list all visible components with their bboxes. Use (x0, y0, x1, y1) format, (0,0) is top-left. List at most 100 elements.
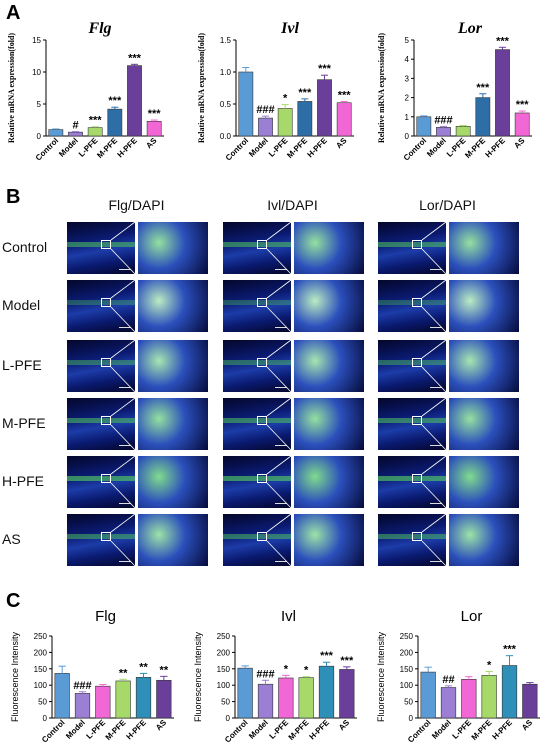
micrograph-zoom (449, 398, 519, 450)
y-tick-label: 150 (34, 665, 48, 674)
zoom-region-box (257, 532, 267, 541)
micrograph-zoom (138, 456, 208, 508)
zoom-region-box (257, 416, 267, 425)
significance-label: *** (516, 99, 530, 111)
connector-line (421, 248, 447, 275)
scale-bar (430, 503, 442, 504)
bar-as (522, 683, 538, 719)
row-label: M-PFE (2, 415, 46, 431)
scale-bar (430, 269, 442, 270)
zoom-region-box (412, 358, 422, 367)
zoom-region-box (257, 358, 267, 367)
micrograph-zoom (294, 222, 364, 274)
zoom-region-box (257, 474, 267, 483)
y-tick-label: 200 (400, 648, 414, 657)
bar-h-pfe (135, 677, 152, 719)
scale-bar (119, 445, 131, 446)
x-tick-label: AS (337, 718, 352, 733)
column-title: Lor/DAPI (419, 197, 476, 213)
y-tick-label: 50 (404, 698, 413, 707)
scale-bar (430, 445, 442, 446)
connector-line (110, 279, 136, 299)
bar-h-pfe (501, 665, 518, 719)
bar-as (156, 679, 172, 719)
micrograph-zoom (138, 398, 208, 450)
scale-bar (119, 387, 131, 388)
significance-label: *** (108, 95, 122, 107)
significance-label: *** (148, 108, 162, 120)
chart-title: Flg (95, 608, 116, 625)
micrograph-overview (223, 222, 291, 274)
chart-flg-mrna: Flg 0 5 10 15 Relative mRNA expression(fold)… (0, 18, 180, 188)
connector-line (421, 279, 447, 299)
connector-line (421, 455, 447, 475)
micrograph-zoom (449, 280, 519, 332)
scale-bar (430, 561, 442, 562)
bar-control (420, 671, 436, 719)
scale-bar (275, 327, 287, 328)
connector-line (266, 513, 292, 533)
zoom-region-box (412, 240, 422, 249)
scale-bar (119, 561, 131, 562)
micrograph-zoom (449, 456, 519, 508)
connector-line (421, 339, 447, 359)
row-label: L-PFE (2, 357, 42, 373)
row-label: Model (2, 297, 41, 313)
micrograph-zoom (294, 340, 364, 392)
x-tick-label: H-PFE (125, 718, 149, 742)
y-tick-label: 4 (405, 55, 410, 64)
connector-line (266, 221, 292, 241)
micrograph-zoom (138, 340, 208, 392)
zoom-region-box (101, 358, 111, 367)
x-tick-label: AS (154, 718, 169, 733)
y-tick-label: 0 (409, 714, 414, 723)
significance-label: ** (119, 667, 128, 679)
scale-bar (275, 269, 287, 270)
bar-m-pfe (298, 677, 314, 719)
row-label: AS (2, 531, 21, 547)
connector-line (110, 540, 136, 567)
y-tick-label: 1 (405, 113, 410, 122)
bar-model (74, 693, 91, 719)
connector-line (266, 424, 292, 451)
significance-label: ** (160, 664, 169, 676)
x-tick-label: H-PFE (491, 718, 515, 742)
x-tick-label: M-PFE (104, 718, 128, 742)
scale-bar (275, 503, 287, 504)
y-tick-label: 15 (32, 36, 41, 45)
scale-bar (119, 327, 131, 328)
connector-line (421, 540, 447, 567)
significance-label: *** (338, 89, 352, 101)
y-axis-label: Relative mRNA expression(fold) (7, 33, 16, 143)
y-axis-label: Fluorescence Intensity (10, 631, 20, 722)
significance-label: *** (298, 87, 312, 99)
scale-bar (119, 269, 131, 270)
bar-as (339, 669, 355, 719)
bar-control (237, 667, 253, 719)
zoom-region-box (412, 474, 422, 483)
micrograph-zoom (449, 222, 519, 274)
y-tick-label: 50 (38, 698, 47, 707)
connector-line (266, 306, 292, 333)
chart-title: Ivl (281, 608, 296, 625)
x-tick-label: M-PFE (287, 718, 311, 742)
micrograph-zoom (449, 340, 519, 392)
y-tick-label: 150 (217, 665, 231, 674)
connector-line (110, 339, 136, 359)
chart-title: Ivl (281, 20, 299, 37)
connector-line (110, 221, 136, 241)
scale-bar (275, 387, 287, 388)
connector-line (266, 455, 292, 475)
bar-control (54, 673, 70, 719)
significance-label: ### (256, 104, 274, 116)
zoom-region-box (101, 416, 111, 425)
chart-lor-mrna: Lor 0 1 2 3 4 5 Relative mRNA expression(fold)… (370, 18, 550, 188)
zoom-region-box (412, 532, 422, 541)
y-tick-label: 0 (43, 714, 48, 723)
significance-label: ## (442, 674, 454, 686)
significance-label: ### (434, 114, 452, 126)
connector-line (421, 513, 447, 533)
zoom-region-box (257, 298, 267, 307)
